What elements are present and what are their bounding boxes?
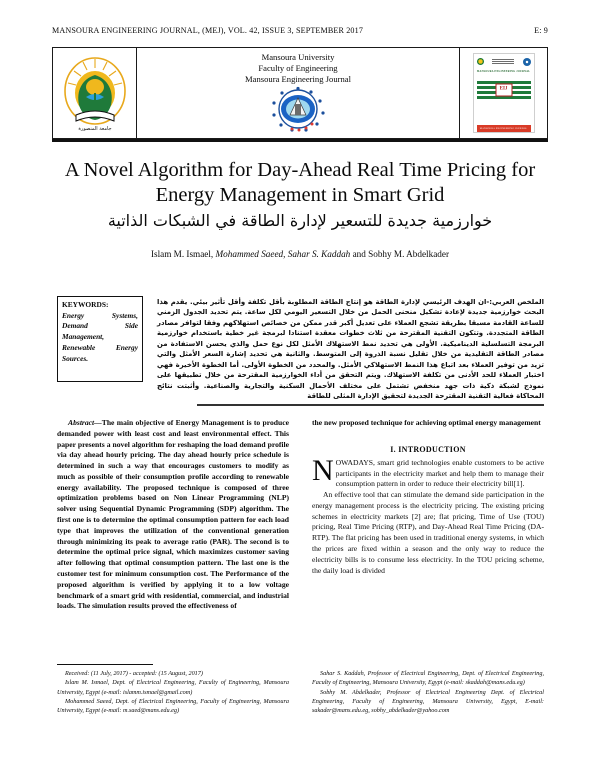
cover-logo-row xyxy=(476,57,531,66)
author-list: Islam M. Ismael, Mohammed Saeed, Sahar S… xyxy=(62,249,538,259)
left-footnote-block: Received: (11 July, 2017) - accepted: (1… xyxy=(57,664,289,715)
abstract-lead-word: Abstract— xyxy=(68,418,102,427)
paper-title-english: A Novel Algorithm for Day-Ahead Real Tim… xyxy=(64,159,536,206)
footnote-author-saeed: Mohammed Saeed, Dept. of Electrical Engi… xyxy=(57,697,289,715)
keywords-and-arabic-abstract-row: KEYWORDS: Energy Systems, Demand Side Ma… xyxy=(57,296,544,402)
left-column: Abstract—The main objective of Energy Ma… xyxy=(57,418,289,612)
footnote-author-ismael: Islam M. Ismael, Dept. of Electrical Eng… xyxy=(57,679,289,696)
arabic-abstract-label: الملخص العربي:- xyxy=(486,298,545,306)
page-number: E: 9 xyxy=(534,26,548,35)
cover-title: MANSOURA ENGINEERING JOURNAL xyxy=(476,70,531,73)
cover-badge: EIJ xyxy=(495,83,512,97)
cover-university-seal-icon xyxy=(476,58,484,65)
keywords-terms: Energy Systems, Demand Side Management, … xyxy=(62,310,138,363)
footnote-received-accepted: Received: (11 July, 2017) - accepted: (1… xyxy=(65,670,203,677)
author-names-italic: Mohammed Saeed, Sahar S. Kaddah xyxy=(215,249,351,260)
masthead-line-faculty: Faculty of Engineering xyxy=(258,63,338,73)
masthead-line-university: Mansoura University xyxy=(261,52,335,62)
running-head: MANSOURA ENGINEERING JOURNAL, (MEJ), VOL… xyxy=(52,26,548,35)
right-footnote-block: Sahar S. Kaddah, Professor of Electrical… xyxy=(312,664,544,715)
masthead-text-cell: Mansoura University Faculty of Engineeri… xyxy=(137,48,459,138)
right-column: the new proposed technique for achieving… xyxy=(312,418,544,612)
svg-text:جامعة المنصورة: جامعة المنصورة xyxy=(78,126,111,132)
masthead-crest-cell: جامعة المنصورة xyxy=(53,48,137,138)
abstract-text: The main objective of Energy Management … xyxy=(57,418,289,611)
cover-text-lines xyxy=(492,59,514,64)
title-block: A Novel Algorithm for Day-Ahead Real Tim… xyxy=(62,158,538,259)
cover-bar xyxy=(476,80,531,84)
introduction-paragraph-1: NOWADAYS, smart grid technologies enable… xyxy=(312,453,544,489)
cover-footer-band: MANSOURA ENGINEERING JOURNAL xyxy=(476,125,531,132)
arabic-abstract: الملخص العربي:-ان الهدف الرئيسي لإدارة ا… xyxy=(157,296,544,402)
author-names-part1: Islam M. Ismael, xyxy=(150,249,216,260)
footnote-author-abdelkader: Sobhy M. Abdelkader, Professor of Electr… xyxy=(312,688,544,715)
cover-bar xyxy=(476,95,531,99)
mansoura-university-crest-icon: جامعة المنصورة xyxy=(63,57,126,132)
cover-faculty-seal-icon xyxy=(522,57,531,66)
journal-citation-line: MANSOURA ENGINEERING JOURNAL, (MEJ), VOL… xyxy=(52,26,364,35)
footnote-divider xyxy=(57,664,153,665)
section-heading-introduction: I. INTRODUCTION xyxy=(390,444,466,454)
arabic-abstract-divider xyxy=(197,404,544,406)
paper-title-arabic: خوارزمية جديدة للتسعير لإدارة الطاقة في … xyxy=(107,211,493,230)
cover-green-bars: EIJ xyxy=(476,79,531,101)
abstract-paragraph: Abstract—The main objective of Energy Ma… xyxy=(57,418,289,612)
introduction-paragraph-2: An effective tool that can stimulate the… xyxy=(312,490,544,575)
abstract-continuation: the new proposed technique for achieving… xyxy=(312,418,541,427)
keywords-box: KEYWORDS: Energy Systems, Demand Side Ma… xyxy=(57,296,143,382)
journal-masthead: جامعة المنصورة Mansoura University Facul… xyxy=(52,47,548,142)
arabic-abstract-text: ان الهدف الرئيسي لإدارة الطاقة هو إنتاج … xyxy=(157,298,544,401)
faculty-of-engineering-emblem-icon xyxy=(272,86,325,132)
author-names-part2: and Sobhy M. Abdelkader xyxy=(350,249,450,260)
keywords-heading: KEYWORDS: xyxy=(62,300,109,309)
masthead-line-journal: Mansoura Engineering Journal xyxy=(245,74,351,84)
journal-cover-thumbnail-icon: MANSOURA ENGINEERING JOURNAL EIJ MANSOUR… xyxy=(472,53,535,133)
masthead-cover-cell: MANSOURA ENGINEERING JOURNAL EIJ MANSOUR… xyxy=(459,48,547,138)
body-columns: Abstract—The main objective of Energy Ma… xyxy=(57,418,544,612)
footnote-author-kaddah: Sahar S. Kaddah, Professor of Electrical… xyxy=(312,670,544,687)
